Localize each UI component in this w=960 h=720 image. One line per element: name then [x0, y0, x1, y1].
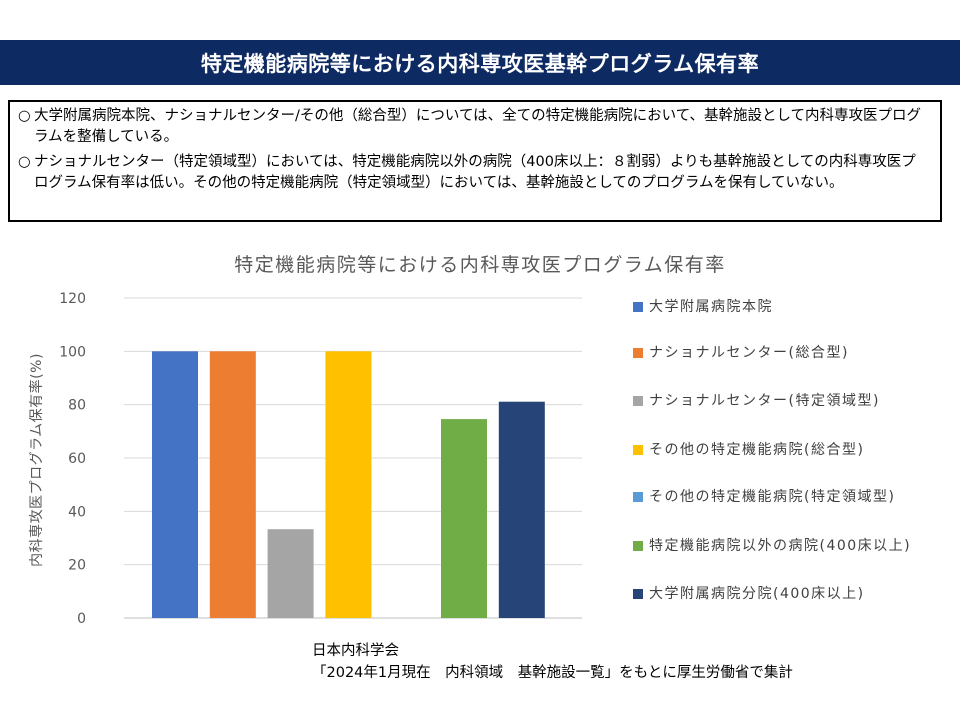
- legend-label: 大学附属病院分院(400床以上): [649, 586, 865, 602]
- legend-item-6: 特定機能病院以外の病院(400床以上): [633, 534, 944, 558]
- y-tick-label: 0: [77, 611, 86, 627]
- legend-label: その他の特定機能病院(総合型): [649, 442, 865, 458]
- legend-item-4: その他の特定機能病院(総合型): [633, 438, 944, 462]
- legend-label: 特定機能病院以外の病院(400床以上): [649, 538, 912, 554]
- y-tick-label: 60: [68, 451, 86, 467]
- legend-swatch: [633, 348, 643, 358]
- legend-swatch: [633, 396, 643, 406]
- bar-2: [209, 351, 256, 618]
- y-tick-label: 120: [59, 291, 86, 307]
- legend-swatch: [633, 302, 643, 312]
- summary-note-text: 大学附属病院本院、ナショナルセンター/その他（総合型）については、全ての特定機能…: [34, 108, 922, 145]
- chart-title: 特定機能病院等における内科専攻医プログラム保有率: [234, 254, 726, 276]
- page-title: 特定機能病院等における内科専攻医基幹プログラム保有率: [0, 40, 960, 85]
- bar-1: [152, 351, 198, 618]
- bar-6: [441, 419, 487, 618]
- legend-swatch: [633, 589, 643, 599]
- source-line-1: 日本内科学会: [312, 643, 399, 659]
- summary-note-2: ○ ナショナルセンター（特定領域型）においては、特定機能病院以外の病院（400床…: [18, 152, 930, 194]
- y-tick-label: 20: [68, 558, 86, 574]
- y-tick-label: 100: [59, 344, 86, 360]
- legend-item-1: 大学附属病院本院: [633, 295, 944, 319]
- bullet-mark: ○: [18, 154, 31, 170]
- summary-box: ○ 大学附属病院本院、ナショナルセンター/その他（総合型）については、全ての特定…: [8, 100, 942, 222]
- legend-swatch: [633, 492, 643, 502]
- y-tick-label: 40: [68, 504, 86, 520]
- y-tick-label: 80: [68, 398, 86, 414]
- legend-item-5: その他の特定機能病院(特定領域型): [633, 485, 944, 509]
- source-line-2: 「2024年1月現在 内科領域 基幹施設一覧」をもとに厚生労働省で集計: [312, 665, 793, 681]
- legend-item-2: ナショナルセンター(総合型): [633, 341, 944, 365]
- legend-label: ナショナルセンター(総合型): [649, 345, 849, 361]
- summary-note-1: ○ 大学附属病院本院、ナショナルセンター/その他（総合型）については、全ての特定…: [18, 106, 930, 148]
- legend-swatch: [633, 445, 643, 455]
- legend-label: ナショナルセンター(特定領域型): [649, 393, 880, 409]
- bar-4: [325, 351, 372, 618]
- bar-7: [498, 401, 545, 618]
- bar-3: [267, 529, 314, 618]
- legend-swatch: [633, 541, 643, 551]
- summary-note-text: ナショナルセンター（特定領域型）においては、特定機能病院以外の病院（400床以上…: [34, 154, 916, 191]
- legend-item-7: 大学附属病院分院(400床以上): [633, 582, 944, 606]
- legend-label: その他の特定機能病院(特定領域型): [649, 489, 896, 505]
- bullet-mark: ○: [18, 108, 31, 124]
- legend-label: 大学附属病院本院: [649, 299, 773, 315]
- legend-item-3: ナショナルセンター(特定領域型): [633, 389, 944, 413]
- source-note: 日本内科学会 「2024年1月現在 内科領域 基幹施設一覧」をもとに厚生労働省で…: [312, 640, 793, 684]
